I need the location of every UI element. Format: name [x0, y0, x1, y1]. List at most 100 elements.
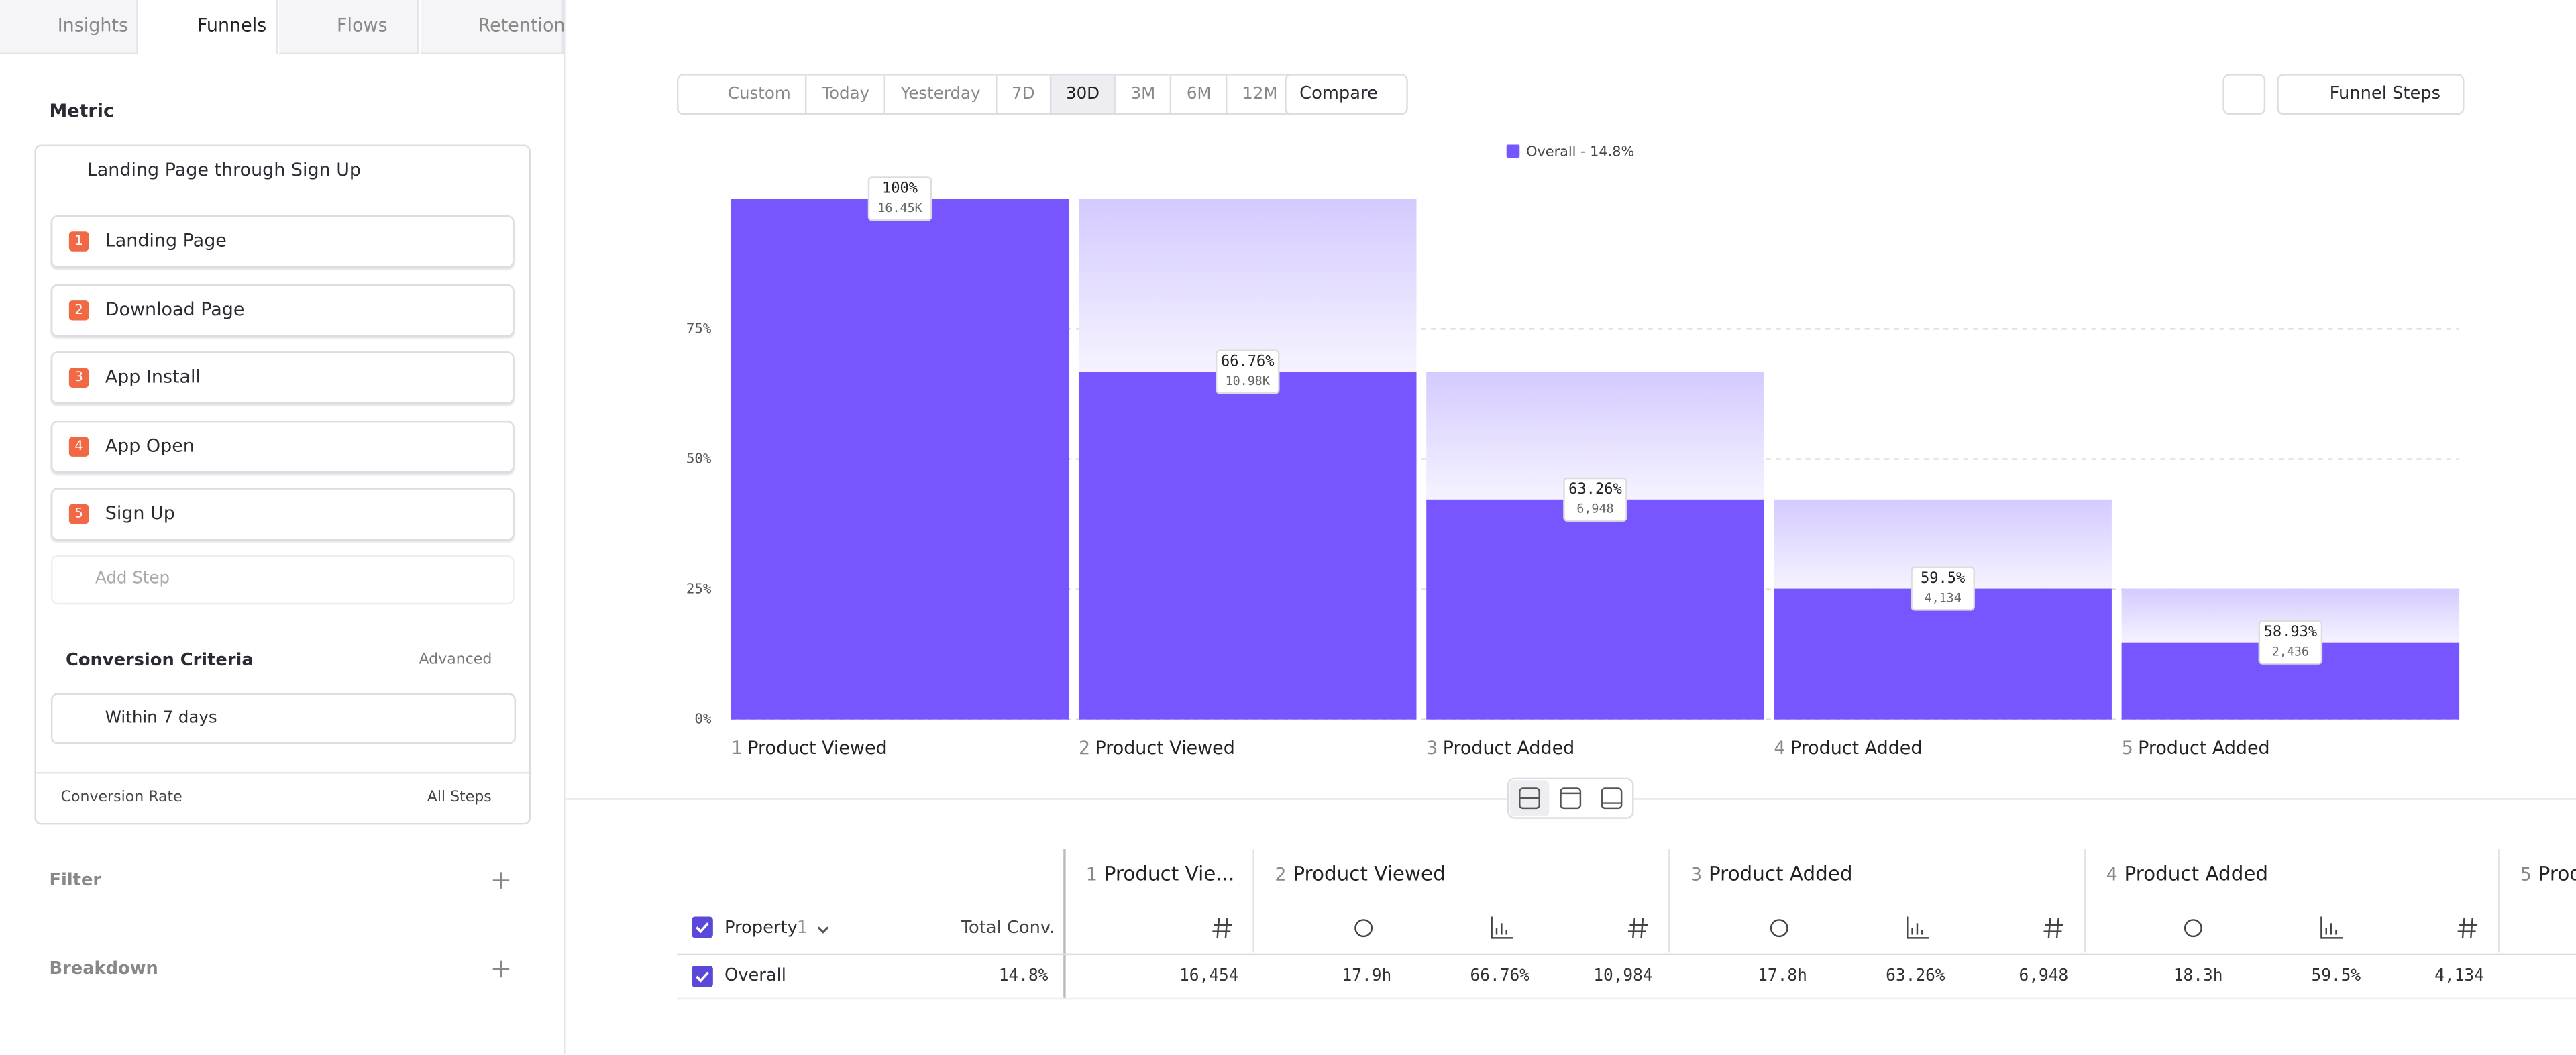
criteria-title: Conversion Criteria: [65, 650, 254, 671]
x-tick-label: Product Added: [1790, 738, 1923, 759]
step-label: Sign Up: [105, 502, 175, 524]
y-tick-label: 75%: [686, 320, 712, 336]
legend-label: Overall - 14.8%: [1526, 144, 1634, 160]
step-label: Download Page: [105, 298, 245, 320]
x-tick-label: Product Viewed: [1095, 738, 1234, 759]
data-label-box: [2258, 620, 2323, 665]
step-label: App Open: [105, 434, 195, 456]
tab[interactable]: [420, 0, 564, 54]
step-label: App Install: [105, 366, 201, 388]
y-tick-label: 0%: [694, 711, 712, 727]
tab-label: Retention: [478, 15, 566, 36]
drop-off-bar: [1079, 199, 1417, 372]
count-icon: [2457, 918, 2478, 938]
view-toggle-icon: [1601, 787, 1623, 810]
date-range-button[interactable]: 3M: [1114, 75, 1171, 113]
rate-icon: [1491, 916, 1513, 939]
tab[interactable]: [140, 0, 278, 54]
date-range-button[interactable]: 6M: [1170, 75, 1226, 113]
checkmark: [696, 971, 709, 983]
view-button[interactable]: [2277, 74, 2465, 115]
plus-icon: [492, 960, 510, 978]
data-label: 66.76%: [1221, 353, 1275, 370]
property-label[interactable]: Property: [724, 918, 798, 938]
checkbox: [692, 916, 713, 938]
all-steps[interactable]: All Steps: [427, 789, 492, 807]
step-badge: 5: [68, 504, 89, 524]
date-range-button[interactable]: 12M: [1226, 75, 1293, 113]
date-range-button[interactable]: Yesterday: [884, 75, 996, 113]
column-header: Product Viewed: [1293, 862, 1446, 886]
tab[interactable]: [0, 0, 138, 54]
step-card[interactable]: [50, 215, 515, 268]
sidebar: [0, 0, 566, 1055]
count-icon: [1627, 918, 1648, 938]
column-number: 1: [1085, 864, 1097, 886]
breakdown-label[interactable]: Breakdown: [49, 959, 158, 979]
window-card[interactable]: [50, 693, 516, 744]
row-label: Overall: [724, 966, 786, 986]
data-label: 63.26%: [1568, 481, 1622, 498]
step-label: Landing Page: [105, 229, 227, 252]
step-badge: 4: [68, 436, 89, 456]
card-divider: [36, 772, 529, 774]
x-tick-label: Product Viewed: [747, 738, 887, 759]
step-card[interactable]: [50, 419, 515, 473]
date-range-button[interactable]: 7D: [995, 75, 1050, 113]
tab-label: Insights: [57, 15, 129, 36]
bar: [1426, 499, 1764, 720]
column-number: 5: [2520, 864, 2532, 886]
column-header: Product Added: [2538, 862, 2576, 886]
filter-label[interactable]: Filter: [49, 870, 102, 891]
window-label: Within 7 days: [105, 709, 217, 728]
table-cell: 59.5%: [2311, 967, 2361, 986]
count-label: 6,948: [1576, 502, 1613, 516]
tab-label: Funnels: [197, 15, 267, 36]
property-index: 1: [796, 918, 808, 938]
count-icon: [1212, 918, 1232, 938]
total-conv-header: Total Conv.: [961, 918, 1055, 938]
tab-label: Flows: [337, 15, 388, 36]
column-number: 3: [1690, 864, 1703, 886]
table-cell: 17.9h: [1342, 967, 1392, 986]
time-icon: [1770, 919, 1788, 938]
date-range-button[interactable]: Custom: [678, 75, 806, 113]
column-number: 2: [1275, 864, 1287, 886]
step-card[interactable]: [50, 488, 515, 541]
column-number: 4: [2106, 864, 2118, 886]
conversion-rate: Conversion Rate: [60, 789, 182, 807]
column-header: Product Vie...: [1104, 862, 1235, 886]
time-icon: [2184, 919, 2202, 938]
count-label: 16.45K: [877, 201, 922, 215]
step-card[interactable]: [50, 283, 515, 336]
step-card[interactable]: [50, 351, 515, 404]
date-range-button[interactable]: 30D: [1049, 75, 1115, 113]
data-label-box: [867, 176, 932, 221]
add-step-label: Add Step: [95, 569, 170, 588]
data-label: 100%: [882, 180, 918, 197]
chevron: [817, 926, 829, 934]
count-label: 10.98K: [1226, 374, 1270, 388]
add-step[interactable]: [50, 555, 515, 605]
data-label: 59.5%: [1921, 570, 1965, 587]
step-badge: 3: [68, 368, 89, 388]
table-cell: 18.3h: [2173, 967, 2223, 986]
checkbox: [692, 966, 713, 987]
view-label: Funnel Steps: [2329, 83, 2441, 104]
data-label-box: [1563, 477, 1627, 522]
advanced[interactable]: Advanced: [419, 652, 492, 669]
tab[interactable]: [279, 0, 419, 54]
compare-button[interactable]: [1285, 74, 1408, 115]
table-cell: 4,134: [2434, 967, 2484, 986]
settings-button[interactable]: [2222, 74, 2266, 115]
rate-icon: [1907, 916, 1929, 939]
x-tick-label: Product Added: [2138, 738, 2270, 759]
date-range-button[interactable]: Today: [805, 75, 885, 113]
funnel-name: Landing Page through Sign Up: [87, 159, 362, 181]
legend-swatch: [1506, 144, 1520, 158]
table-cell: 16,454: [1179, 967, 1239, 986]
table-cell: 10,984: [1593, 967, 1653, 986]
